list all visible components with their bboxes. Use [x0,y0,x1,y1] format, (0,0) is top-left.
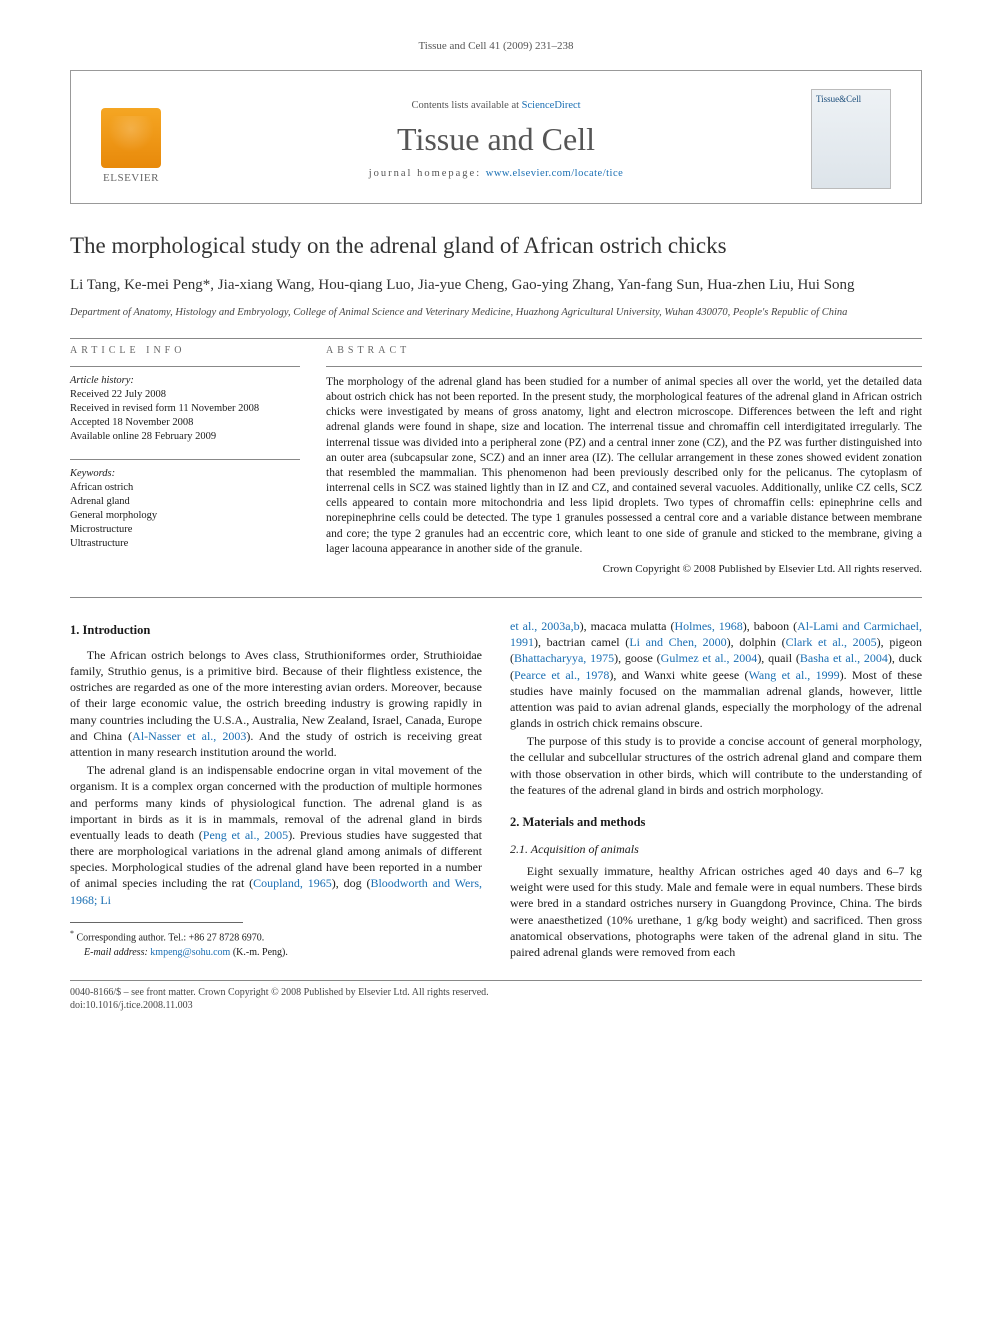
abstract-column: abstract The morphology of the adrenal g… [326,345,922,575]
abstract-text: The morphology of the adrenal gland has … [326,366,922,557]
citation-link[interactable]: Bhattacharyya, 1975 [514,651,614,665]
body-paragraph: The African ostrich belongs to Aves clas… [70,647,482,760]
email-label: E-mail address: [84,947,148,958]
homepage-prefix: journal homepage: [369,168,486,179]
masthead-center: Contents lists available at ScienceDirec… [195,100,797,179]
body-paragraph: et al., 2003a,b), macaca mulatta (Holmes… [510,618,922,731]
body-text: ), goose ( [614,651,661,665]
elsevier-label: ELSEVIER [103,172,159,184]
elsevier-tree-icon [101,108,161,168]
keyword: General morphology [70,509,300,523]
citation-link[interactable]: Gulmez et al., 2004 [661,651,758,665]
citation-link[interactable]: Clark et al., 2005 [786,635,877,649]
homepage-link[interactable]: www.elsevier.com/locate/tice [486,168,624,179]
body-text: ), dolphin ( [727,635,786,649]
history-line: Received 22 July 2008 [70,388,300,402]
article-info-column: article info Article history: Received 2… [70,345,300,575]
keywords-block: Keywords: African ostrich Adrenal gland … [70,459,300,552]
body-paragraph: The purpose of this study is to provide … [510,733,922,798]
footnote-text: (K.-m. Peng). [233,947,288,958]
history-label: Article history: [70,375,300,386]
body-text: ), quail ( [757,651,800,665]
keyword: Microstructure [70,523,300,537]
email-footnote: E-mail address: kmpeng@sohu.com (K.-m. P… [70,946,482,959]
footer-copyright: 0040-8166/$ – see front matter. Crown Co… [70,987,922,998]
citation-link[interactable]: Peng et al., 2005 [203,828,288,842]
citation-link[interactable]: Basha et al., 2004 [800,651,888,665]
homepage-line: journal homepage: www.elsevier.com/locat… [195,168,797,179]
asterisk-icon: * [70,929,74,938]
corresponding-author-footnote: * Corresponding author. Tel.: +86 27 872… [70,929,482,944]
footer-doi: doi:10.1016/j.tice.2008.11.003 [70,1000,922,1011]
divider [70,338,922,339]
citation-link[interactable]: et al., 2003a,b [510,619,580,633]
sciencedirect-link[interactable]: ScienceDirect [522,100,581,111]
contents-prefix: Contents lists available at [411,100,521,111]
footnote-text: Corresponding author. Tel.: +86 27 8728 … [77,932,265,943]
article-history-block: Article history: Received 22 July 2008 R… [70,366,300,445]
footnote-separator [70,922,243,923]
citation-link[interactable]: Al-Nasser et al., 2003 [132,729,246,743]
citation-link[interactable]: Wang et al., 1999 [749,668,840,682]
history-line: Received in revised form 11 November 200… [70,402,300,416]
body-text: ), dog ( [332,876,371,890]
subsection-heading-acquisition: 2.1. Acquisition of animals [510,841,922,857]
affiliation: Department of Anatomy, Histology and Emb… [70,306,922,320]
body-text: ), and Wanxi white geese ( [609,668,748,682]
body-paragraph: Eight sexually immature, healthy African… [510,863,922,960]
masthead: ELSEVIER Contents lists available at Sci… [70,70,922,204]
section-heading-methods: 2. Materials and methods [510,814,922,831]
abstract-heading: abstract [326,345,922,356]
citation-link[interactable]: Pearce et al., 1978 [514,668,609,682]
authors-list: Li Tang, Ke-mei Peng*, Jia-xiang Wang, H… [70,275,922,296]
article-info-heading: article info [70,345,300,356]
page: Tissue and Cell 41 (2009) 231–238 ELSEVI… [0,0,992,1041]
citation-link[interactable]: Coupland, 1965 [253,876,332,890]
keyword: Ultrastructure [70,537,300,551]
divider [70,597,922,598]
running-header: Tissue and Cell 41 (2009) 231–238 [70,40,922,52]
body-text: ), baboon ( [743,619,797,633]
body-columns: 1. Introduction The African ostrich belo… [70,618,922,962]
journal-title: Tissue and Cell [195,121,797,158]
cover-thumb-title: Tissue&Cell [816,94,886,104]
body-text: ), bactrian camel ( [534,635,629,649]
email-link[interactable]: kmpeng@sohu.com [150,947,230,958]
elsevier-logo: ELSEVIER [91,94,171,184]
body-paragraph: The adrenal gland is an indispensable en… [70,762,482,908]
body-text: ), macaca mulatta ( [580,619,675,633]
journal-cover-thumbnail: Tissue&Cell [811,89,891,189]
keyword: Adrenal gland [70,495,300,509]
keywords-label: Keywords: [70,468,300,479]
history-line: Available online 28 February 2009 [70,430,300,444]
abstract-copyright: Crown Copyright © 2008 Published by Else… [326,563,922,575]
contents-line: Contents lists available at ScienceDirec… [195,100,797,111]
section-heading-introduction: 1. Introduction [70,622,482,639]
citation-link[interactable]: Li and Chen, 2000 [629,635,726,649]
page-footer: 0040-8166/$ – see front matter. Crown Co… [70,980,922,1011]
article-title: The morphological study on the adrenal g… [70,232,922,261]
history-line: Accepted 18 November 2008 [70,416,300,430]
info-abstract-row: article info Article history: Received 2… [70,345,922,575]
citation-link[interactable]: Holmes, 1968 [674,619,742,633]
keyword: African ostrich [70,481,300,495]
